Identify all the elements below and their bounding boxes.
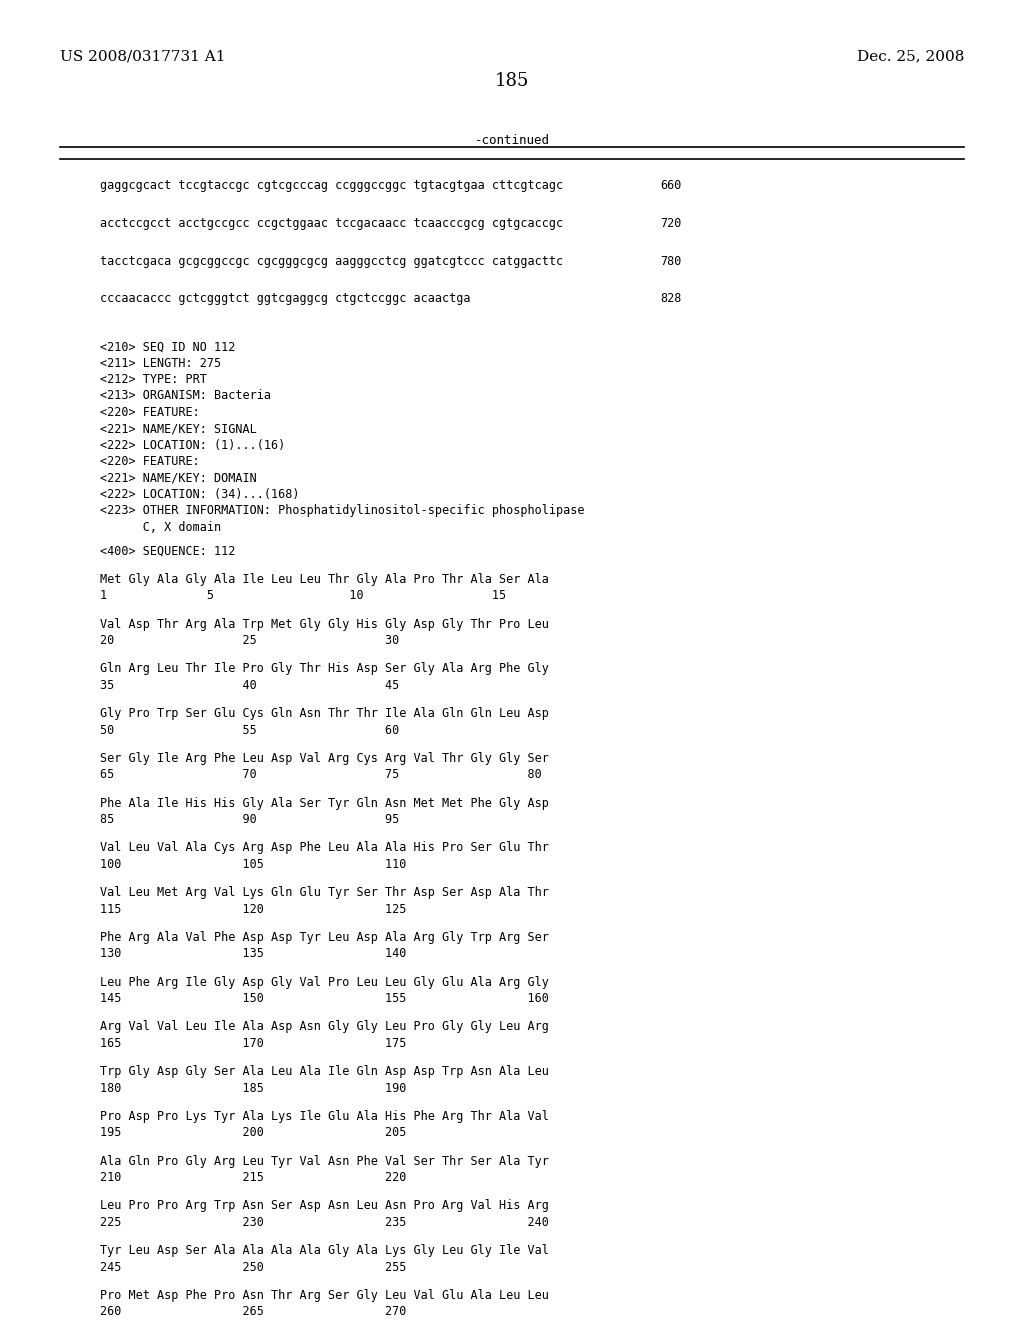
Text: Phe Ala Ile His His Gly Ala Ser Tyr Gln Asn Met Met Phe Gly Asp: Phe Ala Ile His His Gly Ala Ser Tyr Gln … (100, 796, 549, 809)
Text: 260                 265                 270: 260 265 270 (100, 1305, 407, 1319)
Text: 35                  40                  45: 35 40 45 (100, 678, 399, 692)
Text: 828: 828 (660, 293, 681, 305)
Text: Phe Arg Ala Val Phe Asp Asp Tyr Leu Asp Ala Arg Gly Trp Arg Ser: Phe Arg Ala Val Phe Asp Asp Tyr Leu Asp … (100, 931, 549, 944)
Text: <400> SEQUENCE: 112: <400> SEQUENCE: 112 (100, 545, 236, 558)
Text: Trp Gly Asp Gly Ser Ala Leu Ala Ile Gln Asp Asp Trp Asn Ala Leu: Trp Gly Asp Gly Ser Ala Leu Ala Ile Gln … (100, 1065, 549, 1078)
Text: Pro Asp Pro Lys Tyr Ala Lys Ile Glu Ala His Phe Arg Thr Ala Val: Pro Asp Pro Lys Tyr Ala Lys Ile Glu Ala … (100, 1110, 549, 1123)
Text: 1              5                   10                  15: 1 5 10 15 (100, 589, 506, 602)
Text: <211> LENGTH: 275: <211> LENGTH: 275 (100, 356, 221, 370)
Text: <220> FEATURE:: <220> FEATURE: (100, 455, 200, 469)
Text: 50                  55                  60: 50 55 60 (100, 723, 399, 737)
Text: <210> SEQ ID NO 112: <210> SEQ ID NO 112 (100, 341, 236, 354)
Text: 165                 170                 175: 165 170 175 (100, 1036, 407, 1049)
Text: Dec. 25, 2008: Dec. 25, 2008 (857, 50, 964, 63)
Text: 660: 660 (660, 180, 681, 191)
Text: Pro Met Asp Phe Pro Asn Thr Arg Ser Gly Leu Val Glu Ala Leu Leu: Pro Met Asp Phe Pro Asn Thr Arg Ser Gly … (100, 1288, 549, 1302)
Text: <212> TYPE: PRT: <212> TYPE: PRT (100, 374, 207, 385)
Text: Gln Arg Leu Thr Ile Pro Gly Thr His Asp Ser Gly Ala Arg Phe Gly: Gln Arg Leu Thr Ile Pro Gly Thr His Asp … (100, 663, 549, 676)
Text: Gly Pro Trp Ser Glu Cys Gln Asn Thr Thr Ile Ala Gln Gln Leu Asp: Gly Pro Trp Ser Glu Cys Gln Asn Thr Thr … (100, 708, 549, 721)
Text: Leu Phe Arg Ile Gly Asp Gly Val Pro Leu Leu Gly Glu Ala Arg Gly: Leu Phe Arg Ile Gly Asp Gly Val Pro Leu … (100, 975, 549, 989)
Text: 20                  25                  30: 20 25 30 (100, 634, 399, 647)
Text: 100                 105                 110: 100 105 110 (100, 858, 407, 871)
Text: 210                 215                 220: 210 215 220 (100, 1171, 407, 1184)
Text: 185: 185 (495, 71, 529, 90)
Text: <221> NAME/KEY: SIGNAL: <221> NAME/KEY: SIGNAL (100, 422, 257, 436)
Text: 225                 230                 235                 240: 225 230 235 240 (100, 1216, 549, 1229)
Text: 65                  70                  75                  80: 65 70 75 80 (100, 768, 542, 781)
Text: acctccgcct acctgccgcc ccgctggaac tccgacaacc tcaacccgcg cgtgcaccgc: acctccgcct acctgccgcc ccgctggaac tccgaca… (100, 216, 563, 230)
Text: Tyr Leu Asp Ser Ala Ala Ala Ala Gly Ala Lys Gly Leu Gly Ile Val: Tyr Leu Asp Ser Ala Ala Ala Ala Gly Ala … (100, 1245, 549, 1257)
Text: Ala Gln Pro Gly Arg Leu Tyr Val Asn Phe Val Ser Thr Ser Ala Tyr: Ala Gln Pro Gly Arg Leu Tyr Val Asn Phe … (100, 1155, 549, 1168)
Text: Val Leu Val Ala Cys Arg Asp Phe Leu Ala Ala His Pro Ser Glu Thr: Val Leu Val Ala Cys Arg Asp Phe Leu Ala … (100, 841, 549, 854)
Text: tacctcgaca gcgcggccgc cgcgggcgcg aagggcctcg ggatcgtccc catggacttc: tacctcgaca gcgcggccgc cgcgggcgcg aagggcc… (100, 255, 563, 268)
Text: Ser Gly Ile Arg Phe Leu Asp Val Arg Cys Arg Val Thr Gly Gly Ser: Ser Gly Ile Arg Phe Leu Asp Val Arg Cys … (100, 752, 549, 764)
Text: 195                 200                 205: 195 200 205 (100, 1126, 407, 1139)
Text: C, X domain: C, X domain (100, 520, 221, 533)
Text: cccaacaccc gctcgggtct ggtcgaggcg ctgctccggc acaactga: cccaacaccc gctcgggtct ggtcgaggcg ctgctcc… (100, 293, 470, 305)
Text: 180                 185                 190: 180 185 190 (100, 1081, 407, 1094)
Text: Leu Pro Pro Arg Trp Asn Ser Asp Asn Leu Asn Pro Arg Val His Arg: Leu Pro Pro Arg Trp Asn Ser Asp Asn Leu … (100, 1200, 549, 1212)
Text: 115                 120                 125: 115 120 125 (100, 903, 407, 916)
Text: <213> ORGANISM: Bacteria: <213> ORGANISM: Bacteria (100, 389, 271, 403)
Text: gaggcgcact tccgtaccgc cgtcgcccag ccgggccggc tgtacgtgaa cttcgtcagc: gaggcgcact tccgtaccgc cgtcgcccag ccgggcc… (100, 180, 563, 191)
Text: Val Asp Thr Arg Ala Trp Met Gly Gly His Gly Asp Gly Thr Pro Leu: Val Asp Thr Arg Ala Trp Met Gly Gly His … (100, 618, 549, 631)
Text: <223> OTHER INFORMATION: Phosphatidylinositol-specific phospholipase: <223> OTHER INFORMATION: Phosphatidylino… (100, 504, 585, 517)
Text: 130                 135                 140: 130 135 140 (100, 948, 407, 960)
Text: 780: 780 (660, 255, 681, 268)
Text: <221> NAME/KEY: DOMAIN: <221> NAME/KEY: DOMAIN (100, 471, 257, 484)
Text: 245                 250                 255: 245 250 255 (100, 1261, 407, 1274)
Text: US 2008/0317731 A1: US 2008/0317731 A1 (60, 50, 225, 63)
Text: 85                  90                  95: 85 90 95 (100, 813, 399, 826)
Text: -continued: -continued (474, 135, 550, 148)
Text: 145                 150                 155                 160: 145 150 155 160 (100, 993, 549, 1005)
Text: Val Leu Met Arg Val Lys Gln Glu Tyr Ser Thr Asp Ser Asp Ala Thr: Val Leu Met Arg Val Lys Gln Glu Tyr Ser … (100, 886, 549, 899)
Text: <222> LOCATION: (34)...(168): <222> LOCATION: (34)...(168) (100, 488, 299, 500)
Text: Met Gly Ala Gly Ala Ile Leu Leu Thr Gly Ala Pro Thr Ala Ser Ala: Met Gly Ala Gly Ala Ile Leu Leu Thr Gly … (100, 573, 549, 586)
Text: <222> LOCATION: (1)...(16): <222> LOCATION: (1)...(16) (100, 438, 286, 451)
Text: Arg Val Val Leu Ile Ala Asp Asn Gly Gly Leu Pro Gly Gly Leu Arg: Arg Val Val Leu Ile Ala Asp Asn Gly Gly … (100, 1020, 549, 1034)
Text: <220> FEATURE:: <220> FEATURE: (100, 405, 200, 418)
Text: 720: 720 (660, 216, 681, 230)
